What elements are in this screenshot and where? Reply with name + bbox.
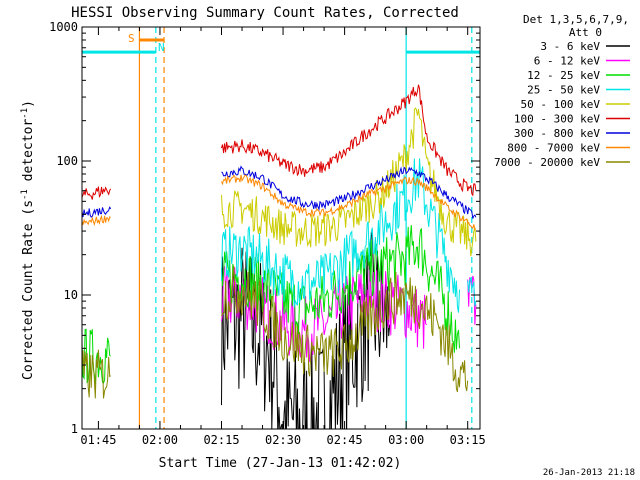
flag-markers [82,27,480,429]
legend-header-line-1: Det 1,3,5,6,7,9, [523,13,629,26]
series-segment [467,276,477,307]
plot-frame [81,26,481,430]
y-axis: 1 10 100 1000 [49,20,480,436]
series-7000-20000-keV-line [82,266,469,399]
legend-header-line-2: Att 0 [569,26,602,39]
legend-entry-label: 3 - 6 keV [540,40,600,53]
legend-entry-label: 25 - 50 keV [527,84,600,97]
series-50-100-keV-line [221,107,477,257]
y-axis-label-sup-2: -1 [20,108,30,119]
x-tick-label: 03:00 [388,433,424,447]
y-tick-label: 1 [71,422,78,436]
series-300-800-keV-line [82,165,477,219]
chart-title: HESSI Observing Summary Count Rates, Cor… [71,5,459,21]
x-axis-label: Start Time (27-Jan-13 01:42:02) [159,456,402,471]
legend-entry-label: 300 - 800 keV [514,127,600,140]
series-segment [221,107,477,257]
series-segment [82,214,111,227]
series-25-50-keV-line [221,158,477,313]
legend-entry-label: 12 - 25 keV [527,69,600,82]
legend-entry-label: 7000 - 20000 keV [494,156,600,169]
series-segment [82,206,112,218]
legend: Det 1,3,5,6,7,9, Att 0 3 - 6 keV 6 - 12 k… [494,13,630,169]
series-segment [221,84,477,197]
series-segment [221,174,476,230]
series-segment [82,186,112,200]
y-axis-label-main: Corrected Count Rate (s [21,200,36,380]
series-segment [221,266,469,393]
series-group [82,84,477,429]
series-segment [221,165,477,219]
y-axis-label-mid: detector [21,119,36,190]
y-tick-label: 1000 [49,20,78,34]
timestamp: 26-Jan-2013 21:18 [543,468,635,478]
x-tick-label: 02:30 [265,433,301,447]
series-12-25-keV-line [82,225,460,384]
y-tick-label: 100 [56,154,78,168]
x-tick-label: 01:45 [80,433,116,447]
series-segment [221,266,428,363]
x-tick-label: 02:15 [203,433,239,447]
series-segment [82,349,111,399]
x-tick-label: 02:00 [142,433,178,447]
series-segment [82,328,111,384]
y-axis-label-end: ) [21,100,36,108]
series-segment [221,158,460,313]
y-tick-label: 10 [64,288,78,302]
series-segment [221,225,460,353]
flag-labels: S N [128,32,165,54]
legend-entry-label: 6 - 12 keV [534,55,601,68]
legend-entry-label: 800 - 7000 keV [507,142,600,155]
x-tick-label: 03:15 [450,433,486,447]
legend-entry-label: 50 - 100 keV [521,98,601,111]
night-flag-label: N [158,41,165,54]
x-tick-label: 02:45 [327,433,363,447]
legend-entry-label: 100 - 300 keV [514,113,600,126]
series-100-300-keV-line [82,84,477,200]
x-axis: 01:45 02:00 02:15 02:30 02:45 03:00 03:15 [80,27,486,447]
y-axis-label: Corrected Count Rate (s-1 detector-1) [20,100,36,380]
y-axis-label-sup-1: -1 [20,189,30,200]
saa-flag-label: S [128,32,135,45]
series-800-7000-keV-line [82,174,476,230]
